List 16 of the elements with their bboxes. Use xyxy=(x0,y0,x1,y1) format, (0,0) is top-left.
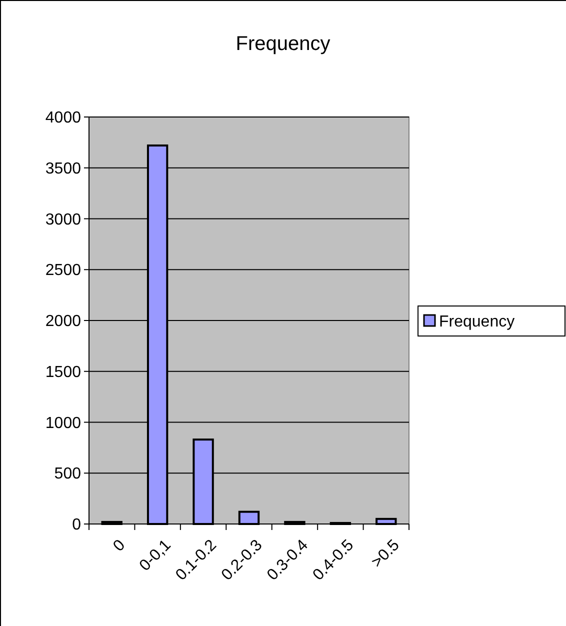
y-tick-label: 3500 xyxy=(45,160,82,178)
y-tick-label: 500 xyxy=(54,466,82,483)
y-tick-label: 1500 xyxy=(45,364,82,381)
y-tick-label: 2000 xyxy=(45,313,82,330)
y-tick-label: 0 xyxy=(72,516,82,534)
y-tick-label: 3000 xyxy=(45,211,82,228)
legend-label: Frequency xyxy=(439,314,515,331)
y-tick-label: 4000 xyxy=(45,110,82,127)
bar xyxy=(238,510,260,525)
chart-title: Frequency xyxy=(236,33,330,55)
bar xyxy=(284,520,306,525)
y-tick-label: 2500 xyxy=(45,262,82,280)
x-tick-label: 0 xyxy=(110,536,129,556)
y-tick-label: 1000 xyxy=(45,414,82,432)
bar xyxy=(376,518,397,525)
bar xyxy=(101,520,122,525)
